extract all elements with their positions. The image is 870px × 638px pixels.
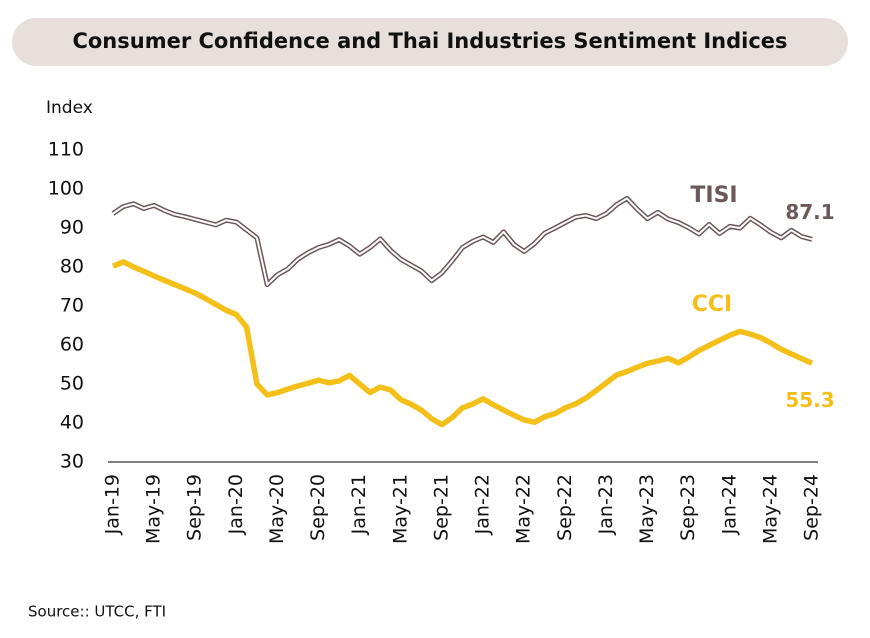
- x-tick-label: Sep-19: [184, 474, 206, 541]
- series-line: [111, 195, 813, 288]
- y-tick-label: 110: [48, 139, 84, 161]
- x-tick-label: May-23: [636, 474, 658, 544]
- x-tick-label: Jan-23: [595, 474, 617, 535]
- series-line: [111, 259, 814, 428]
- series-name: CCI: [692, 292, 732, 317]
- x-tick-label: Sep-24: [801, 474, 823, 541]
- x-tick-label: Jan-22: [472, 474, 494, 535]
- x-tick-label: May-24: [759, 474, 781, 544]
- y-tick-label: 90: [60, 217, 84, 239]
- chart-title: Consumer Confidence and Thai Industries …: [72, 29, 787, 53]
- end-value-label: 55.3: [785, 388, 834, 412]
- y-tick-label: 30: [60, 451, 84, 473]
- x-tick-label: Jan-20: [225, 474, 247, 535]
- y-axis-label: Index: [46, 98, 93, 118]
- x-tick-label: May-19: [143, 474, 165, 544]
- y-tick-label: 60: [60, 334, 84, 356]
- series-name: TISI: [690, 183, 737, 208]
- y-tick-label: 80: [60, 256, 84, 278]
- series-line-inner: [112, 197, 813, 286]
- x-tick-label: Sep-22: [554, 474, 576, 541]
- y-tick-label: 100: [48, 178, 84, 200]
- x-tick-label: May-21: [389, 474, 411, 544]
- x-tick-label: Sep-23: [677, 474, 699, 541]
- x-tick-label: May-20: [266, 474, 288, 544]
- y-tick-label: 40: [60, 412, 84, 434]
- source-note: Source:: UTCC, FTI: [28, 603, 166, 621]
- x-tick-label: Jan-24: [718, 474, 740, 535]
- x-tick-label: Jan-19: [102, 474, 124, 535]
- x-tick-label: Jan-21: [348, 474, 370, 535]
- y-tick-label: 70: [60, 295, 84, 317]
- end-value-label: 87.1: [785, 200, 834, 224]
- x-tick-label: May-22: [513, 474, 535, 544]
- title-pill: [12, 18, 848, 66]
- x-tick-label: Sep-21: [430, 474, 452, 541]
- y-tick-label: 50: [60, 373, 84, 395]
- x-tick-label: Sep-20: [307, 474, 329, 541]
